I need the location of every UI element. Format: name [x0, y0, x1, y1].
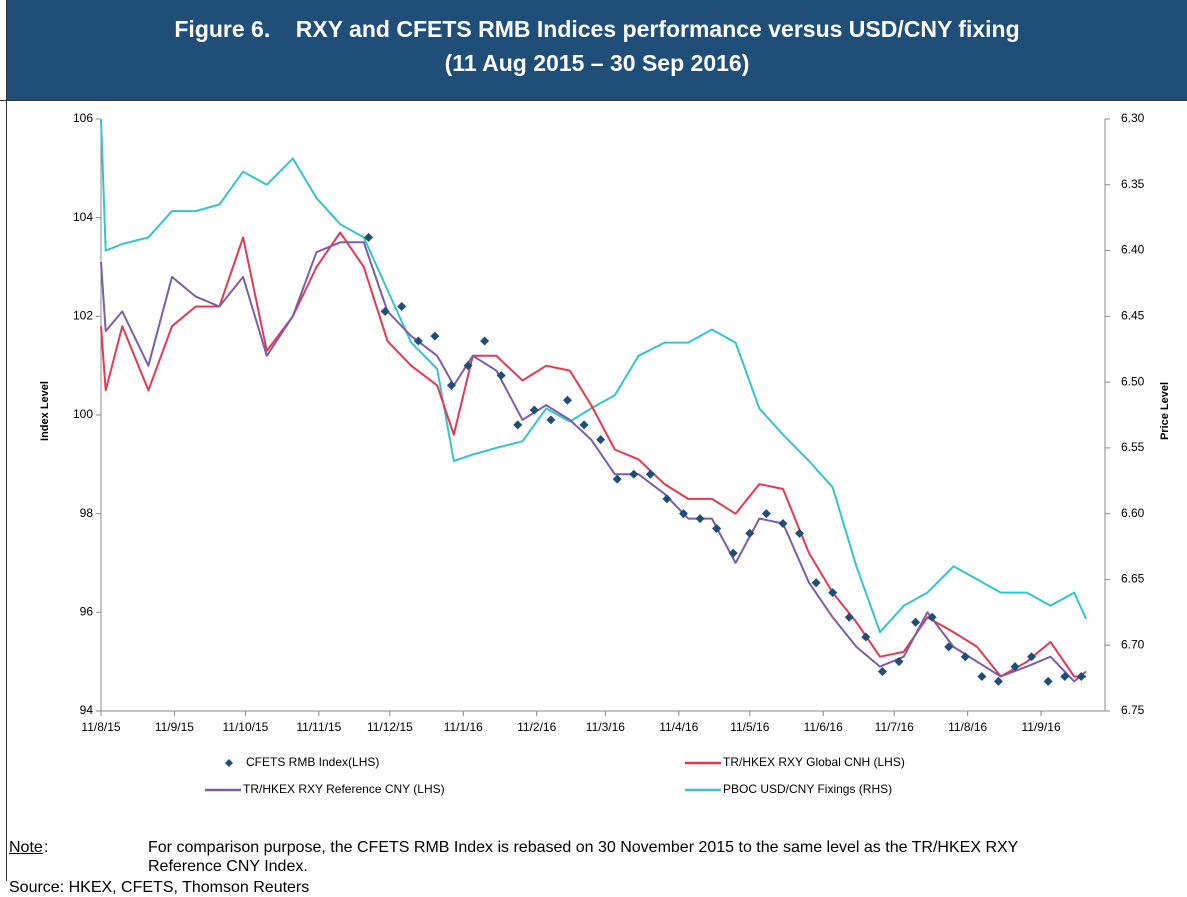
marker — [612, 474, 622, 484]
marker — [430, 331, 440, 341]
marker — [546, 415, 556, 425]
marker — [397, 301, 407, 311]
chart-title: Figure 6. RXY and CFETS RMB Indices perf… — [174, 16, 1020, 42]
marker — [861, 632, 871, 642]
marker — [828, 588, 838, 598]
header: Figure 6. RXY and CFETS RMB Indices perf… — [7, 0, 1187, 100]
marker — [811, 578, 821, 588]
y2-tick-label: 6.65 — [1121, 572, 1145, 586]
y2-axis-label: Price Level — [1159, 382, 1171, 440]
marker — [944, 642, 954, 652]
marker — [1027, 652, 1037, 662]
marker — [911, 617, 921, 627]
x-tick-label: 11/11/15 — [296, 720, 341, 734]
series-line — [100, 241, 1087, 683]
marker — [894, 657, 904, 667]
y2-tick-label: 6.60 — [1121, 506, 1145, 520]
x-tick-label: 11/3/16 — [586, 720, 625, 734]
y-tick-label: 96 — [80, 605, 94, 619]
chart-subtitle: (11 Aug 2015 – 30 Sep 2016) — [444, 50, 750, 76]
y-tick-label: 100 — [73, 407, 93, 421]
y2-tick-label: 6.30 — [1121, 111, 1145, 125]
marker — [364, 232, 374, 242]
marker — [513, 420, 523, 430]
frame — [6, 0, 1187, 881]
x-tick-label: 11/5/16 — [730, 720, 769, 734]
legend-label: CFETS RMB Index(LHS) — [246, 755, 379, 769]
x-tick-label: 11/2/16 — [517, 720, 556, 734]
marker — [629, 469, 639, 479]
y2-tick-label: 6.70 — [1121, 637, 1145, 651]
marker — [413, 336, 423, 346]
marker — [728, 548, 738, 558]
marker — [596, 435, 606, 445]
series-line — [100, 118, 1088, 634]
y2-tick-label: 6.75 — [1121, 703, 1145, 717]
y-tick-label: 104 — [73, 210, 93, 224]
y-tick-label: 94 — [80, 703, 94, 717]
marker — [745, 528, 755, 538]
legend-label: PBOC USD/CNY Fixings (RHS) — [723, 782, 892, 796]
marker — [778, 519, 788, 529]
y-tick-label: 98 — [80, 506, 94, 520]
marker — [1060, 671, 1070, 681]
marker — [446, 380, 456, 390]
x-tick-label: 11/6/16 — [804, 720, 843, 734]
y2-tick-label: 6.45 — [1121, 309, 1145, 323]
x-tick-label: 11/9/15 — [155, 720, 194, 734]
y2-tick-label: 6.50 — [1121, 374, 1145, 388]
marker — [960, 652, 970, 662]
y2-tick-label: 6.40 — [1121, 243, 1145, 257]
marker — [662, 494, 672, 504]
chart: Index Level Price Level 94 96 98 100 102 104 1… — [0, 100, 1187, 796]
marker — [496, 371, 506, 381]
legend-label: TR/HKEX RXY Reference CNY (LHS) — [243, 782, 445, 796]
note-colon: : — [44, 839, 49, 856]
marker — [579, 420, 589, 430]
legend-label: TR/HKEX RXY Global CNH (LHS) — [723, 755, 905, 769]
y2-tick-label: 6.55 — [1121, 440, 1145, 454]
marker — [695, 514, 705, 524]
x-tick-label: 11/9/16 — [1021, 720, 1060, 734]
legend-marker — [225, 759, 233, 767]
note: Note: For comparison purpose, the CFETS … — [9, 838, 1109, 876]
marker — [1076, 671, 1086, 681]
marker — [927, 612, 937, 622]
y-axis-label: Index Level — [39, 381, 51, 441]
marker — [795, 528, 805, 538]
y2-tick-label: 6.35 — [1121, 177, 1145, 191]
x-tick-label: 11/4/16 — [659, 720, 698, 734]
x-tick-label: 11/1/16 — [444, 720, 483, 734]
marker — [993, 676, 1003, 686]
marker — [844, 612, 854, 622]
marker — [1010, 662, 1020, 672]
marker — [761, 509, 771, 519]
marker — [679, 509, 689, 519]
marker — [529, 405, 539, 415]
x-tick-label: 11/10/15 — [223, 720, 269, 734]
marker — [463, 361, 473, 371]
marker — [977, 671, 987, 681]
marker — [877, 667, 887, 677]
note-text: For comparison purpose, the CFETS RMB In… — [148, 839, 1019, 875]
series-line — [100, 231, 1087, 678]
marker — [480, 336, 490, 346]
marker — [1043, 676, 1053, 686]
y-tick-label: 102 — [73, 309, 93, 323]
marker — [712, 523, 722, 533]
x-tick-label: 11/7/16 — [875, 720, 914, 734]
marker — [562, 395, 572, 405]
x-tick-label: 11/12/15 — [367, 720, 413, 734]
marker — [645, 469, 655, 479]
x-tick-label: 11/8/16 — [948, 720, 987, 734]
note-label: Note — [9, 839, 43, 856]
y-tick-label: 106 — [73, 111, 93, 125]
x-tick-label: 11/8/15 — [81, 720, 120, 734]
marker — [380, 306, 390, 316]
